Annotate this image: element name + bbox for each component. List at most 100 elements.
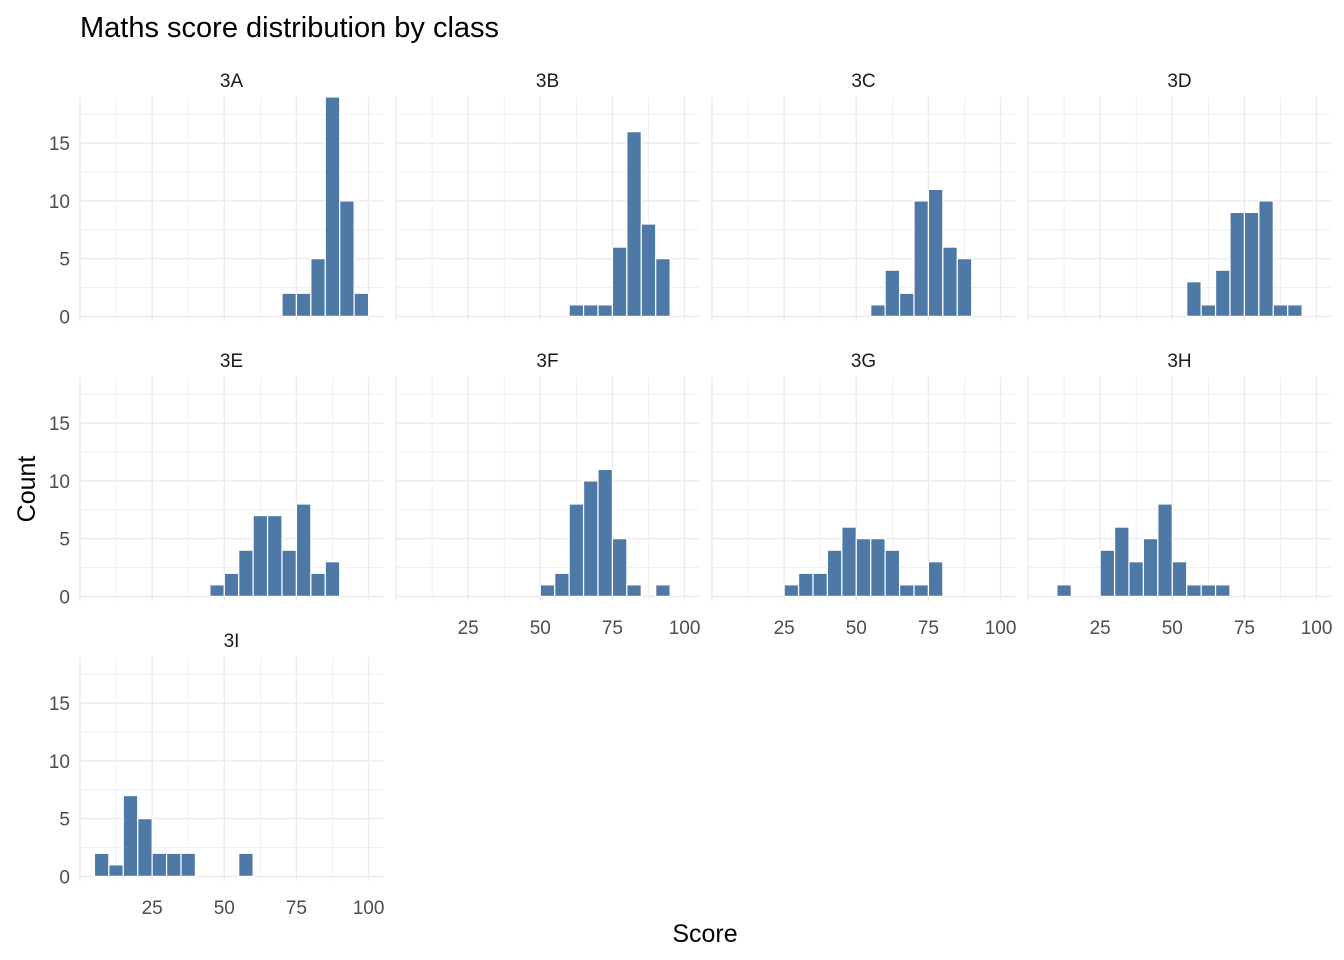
histogram-bar <box>266 514 283 597</box>
histogram-bar <box>841 526 857 597</box>
histogram-bar <box>942 246 958 317</box>
panel-3a-strip-label: 3A <box>220 71 244 92</box>
histogram-bar <box>281 549 298 597</box>
histogram-bar <box>655 258 671 317</box>
histogram-bar <box>238 549 254 597</box>
panel-3i-bars <box>93 794 254 877</box>
panel-3e-bars <box>209 503 341 597</box>
panel-3b-strip-label: 3B <box>536 71 559 92</box>
x-tick-label: 100 <box>353 898 385 919</box>
histogram-bar <box>797 572 814 597</box>
histogram-bar <box>1128 561 1145 597</box>
histogram-bar <box>611 538 628 597</box>
histogram-bar <box>1056 584 1072 597</box>
histogram-bar <box>1200 304 1217 317</box>
histogram-bar <box>539 584 556 597</box>
x-tick-label: 75 <box>286 898 307 919</box>
histogram-bar <box>165 852 182 877</box>
histogram-bar <box>209 584 225 597</box>
histogram-bar <box>1258 200 1274 317</box>
panel-3c-strip-label: 3C <box>851 71 875 92</box>
panel-3h-strip-label: 3H <box>1167 351 1191 372</box>
panel-3f-bars <box>539 468 671 597</box>
x-axis-title: Score <box>672 920 737 948</box>
histogram-bar <box>783 584 800 597</box>
panel-3g-strip-label: 3G <box>851 351 876 372</box>
histogram-bar <box>611 246 628 317</box>
histogram-bar <box>339 200 355 317</box>
x-tick-label: 50 <box>1162 618 1183 639</box>
histogram-bar <box>1171 561 1188 597</box>
histogram-bar <box>151 852 168 877</box>
histogram-bar <box>626 584 642 597</box>
histogram-bar <box>826 549 843 597</box>
x-tick-label: 75 <box>602 618 623 639</box>
histogram-bar <box>1229 211 1246 317</box>
histogram-bar <box>238 852 254 877</box>
histogram-bar <box>180 852 197 877</box>
histogram-bar <box>640 223 657 317</box>
y-tick-label: 10 <box>49 752 70 773</box>
panel-3b: 3B <box>395 71 699 321</box>
y-tick-label: 0 <box>59 307 70 328</box>
histogram-bar <box>927 561 944 597</box>
x-tick-label: 50 <box>846 618 867 639</box>
histogram-bar <box>1287 304 1303 317</box>
panel-3f-strip-label: 3F <box>536 351 558 372</box>
histogram-bar <box>582 304 599 317</box>
panel-3a-bars <box>281 96 370 317</box>
histogram-bar <box>1214 584 1231 597</box>
histogram-bar <box>252 514 269 597</box>
y-tick-label: 0 <box>59 867 70 888</box>
panel-3d-grid <box>1027 97 1331 321</box>
panel-3e-strip-label: 3E <box>220 351 243 372</box>
histogram-bar <box>568 503 585 597</box>
histogram-bar <box>1186 281 1202 317</box>
histogram-bar <box>310 572 326 597</box>
histogram-bar <box>1113 526 1130 597</box>
histogram-bar <box>353 292 370 317</box>
histogram-bar <box>898 584 915 597</box>
x-tick-label: 25 <box>142 898 163 919</box>
y-tick-label: 5 <box>59 810 70 831</box>
panel-3f: 3F 25 50 75 100 <box>395 351 701 639</box>
panel-3g: 3G 25 50 75 100 <box>711 351 1017 639</box>
histogram-bar <box>884 269 901 317</box>
histogram-bar <box>1200 584 1217 597</box>
histogram-bar <box>324 96 341 317</box>
y-tick-label: 15 <box>49 694 70 715</box>
histogram-bar <box>898 292 915 317</box>
x-tick-label: 75 <box>918 618 939 639</box>
histogram-bar <box>927 188 944 317</box>
x-tick-label: 100 <box>1301 618 1333 639</box>
chart-title: Maths score distribution by class <box>80 12 499 44</box>
histogram-bar <box>626 131 642 317</box>
histogram-bar <box>324 561 341 597</box>
panel-3f-grid <box>395 377 699 601</box>
panel-3g-bars <box>783 526 944 597</box>
panel-3i-strip-label: 3I <box>224 631 240 652</box>
panel-3d-strip-label: 3D <box>1167 71 1191 92</box>
panel-3c-bars <box>870 188 973 317</box>
histogram-bar <box>812 572 829 597</box>
histogram-bar <box>1272 304 1289 317</box>
histogram-bar <box>554 572 570 597</box>
y-axis-title: Count <box>13 456 41 523</box>
histogram-bar <box>870 538 886 597</box>
histogram-bar <box>1243 211 1260 317</box>
histogram-bar <box>1186 584 1202 597</box>
histogram-bar <box>597 468 614 597</box>
x-tick-label: 100 <box>985 618 1017 639</box>
y-tick-label: 5 <box>59 250 70 271</box>
histogram-bar <box>913 200 930 317</box>
y-tick-label: 10 <box>49 472 70 493</box>
y-tick-label: 0 <box>59 587 70 608</box>
panel-3e: 3E 0 5 10 15 <box>49 351 383 608</box>
panel-3h-bars <box>1056 503 1231 597</box>
panel-3c: 3C <box>711 71 1015 321</box>
y-tick-label: 5 <box>59 530 70 551</box>
x-tick-label: 75 <box>1234 618 1255 639</box>
x-tick-label: 100 <box>669 618 701 639</box>
